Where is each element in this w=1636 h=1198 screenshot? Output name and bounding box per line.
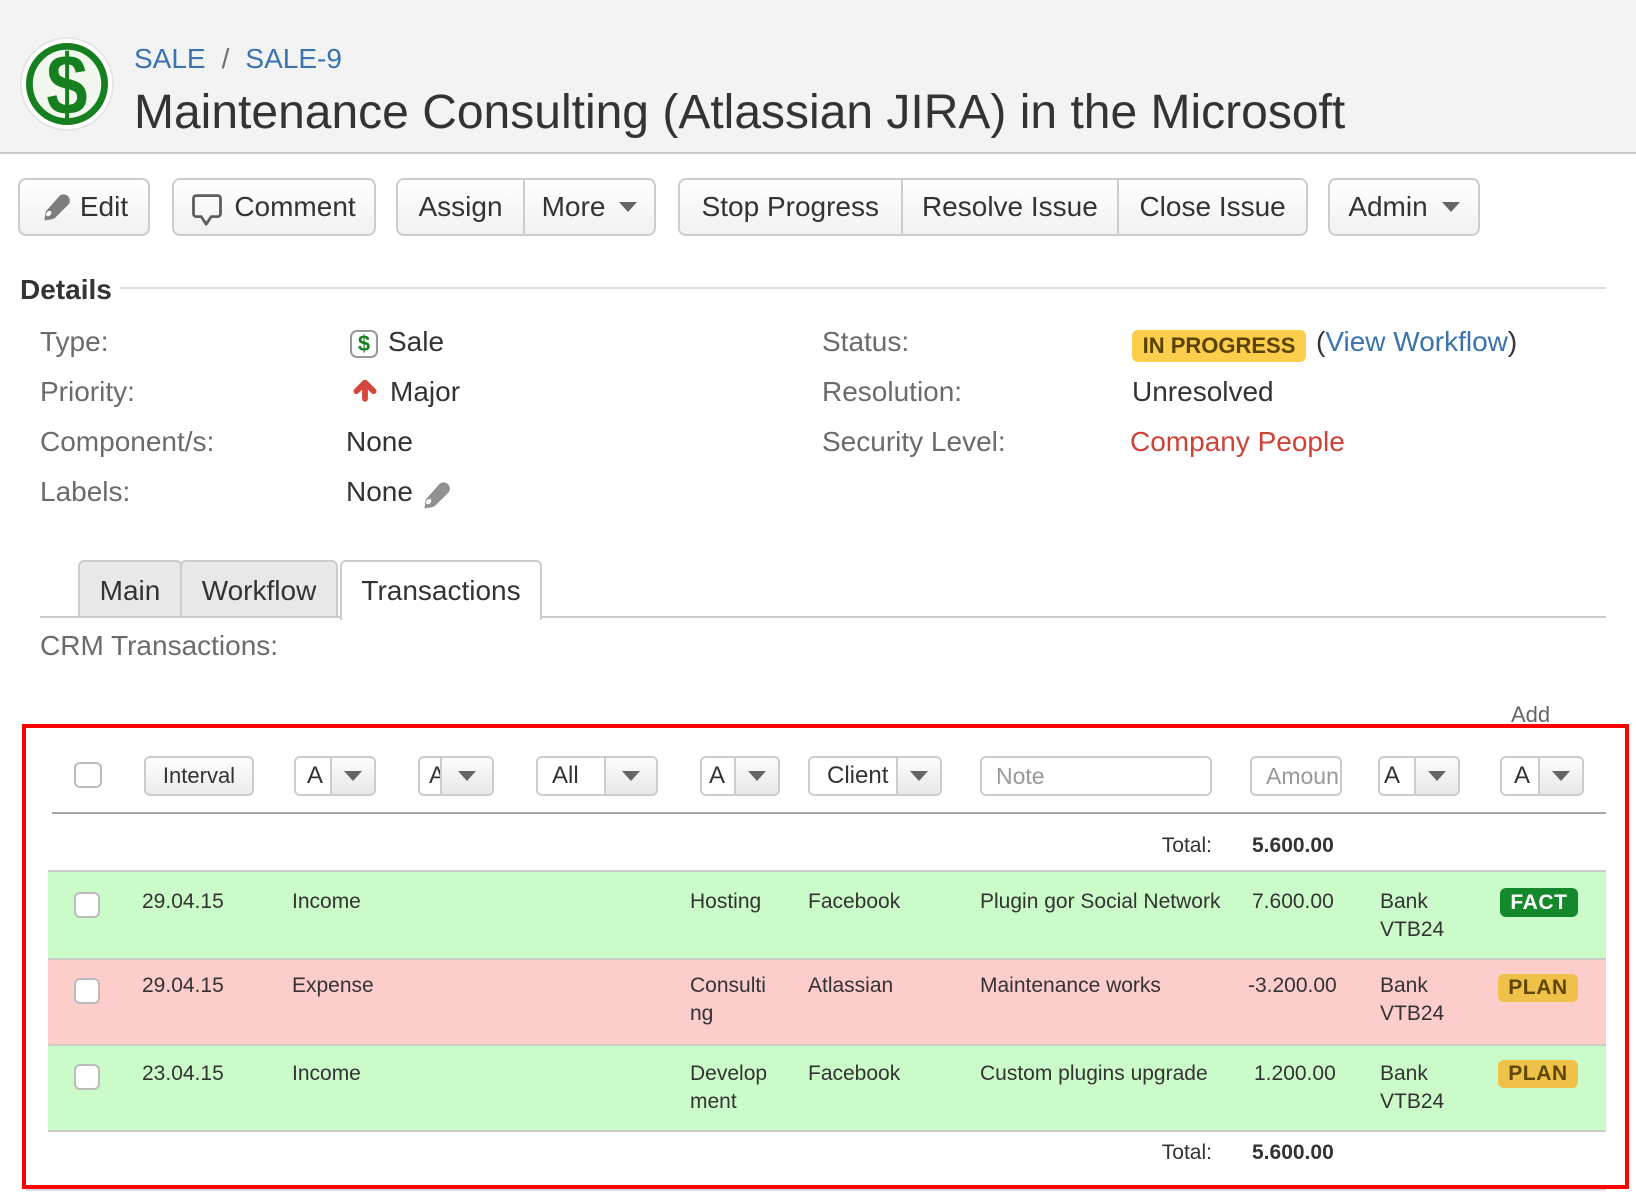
svg-text:$: $ [46,37,87,131]
